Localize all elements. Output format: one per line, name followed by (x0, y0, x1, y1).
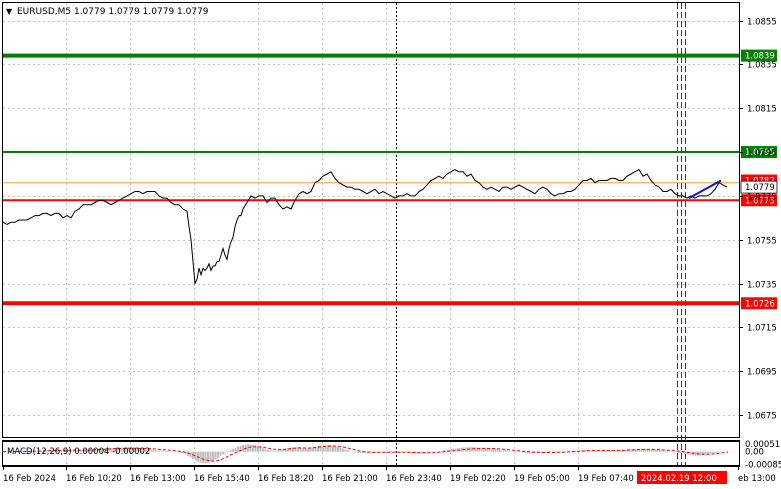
highlight-time-badge (637, 471, 727, 484)
level-price-badge (741, 297, 777, 310)
price-tick-label: 1.0715 (747, 324, 777, 334)
time-axis: 16 Feb 2024 16 Feb 10:20 16 Feb 13:00 16 Fe… (3, 466, 776, 484)
time-tick-label: 16 Feb 10:20 (66, 474, 122, 484)
time-tick-label: eb 13:00 (738, 474, 776, 484)
macd-panel-frame (2, 441, 740, 466)
macd-tick-label: 0.00051 (745, 440, 780, 450)
bid-price-label: 1.0779 (745, 183, 775, 193)
main-panel-frame (2, 2, 740, 438)
trend-line (688, 179, 722, 199)
price-tick-label: 1.0735 (747, 281, 777, 291)
level-price-label: 1.0839 (745, 52, 775, 62)
price-tick-label: 1.0755 (747, 237, 777, 247)
macd-label: MACD(12,26,9) 0.00004 -0.00002 (7, 447, 150, 457)
price-tick-label: 1.0695 (747, 368, 777, 378)
level-price-label: 1.0726 (745, 299, 775, 309)
price-line (2, 168, 728, 286)
time-tick-label: 19 Feb 07:40 (578, 474, 634, 484)
time-tick-label: 16 Feb 21:00 (322, 474, 378, 484)
triangle-icon[interactable]: ▼ (6, 7, 13, 16)
chart-title: EURUSD,M5 1.0779 1.0779 1.0779 1.0779 (17, 7, 209, 17)
time-tick-label: 16 Feb 2024 (3, 474, 56, 484)
time-tick-label: 16 Feb 23:40 (386, 474, 442, 484)
level-price-label: 1.0773 (745, 196, 775, 206)
price-tick-label: 1.0795 (747, 149, 777, 159)
price-axis: 1.0855 1.0835 1.0815 1.0795 1.0775 1.0755 1.07… (739, 18, 777, 422)
time-tick-label: 19 Feb 05:00 (514, 474, 570, 484)
level-price-badge (741, 49, 777, 62)
level-price-badge (741, 194, 777, 207)
bid-price-badge (740, 180, 778, 194)
price-line-group (2, 168, 728, 286)
price-tick-label: 1.0835 (747, 61, 777, 71)
level-price-badge (741, 146, 777, 159)
vertical-markers (396, 3, 686, 465)
macd-tick-label: -0.00085 (745, 460, 781, 470)
macd-group (3, 444, 729, 464)
time-tick-label: 16 Feb 13:00 (130, 474, 186, 484)
time-tick-label: 19 Feb 02:20 (450, 474, 506, 484)
grid (3, 3, 739, 465)
macd-signal-line (3, 445, 729, 462)
price-tick-label: 1.0855 (747, 18, 777, 28)
time-tick-label: 16 Feb 15:40 (194, 474, 250, 484)
price-tick-label: 1.0775 (747, 193, 777, 203)
highlight-time-label: 2024.02.19 12:00 (641, 474, 717, 484)
time-tick-label: 16 Feb 18:20 (258, 474, 314, 484)
price-tick-label: 1.0815 (747, 105, 777, 115)
price-tick-label: 1.0675 (747, 412, 777, 422)
level-price-label: 1.0795 (745, 148, 775, 158)
macd-tick-label: 0.00 (745, 448, 764, 458)
